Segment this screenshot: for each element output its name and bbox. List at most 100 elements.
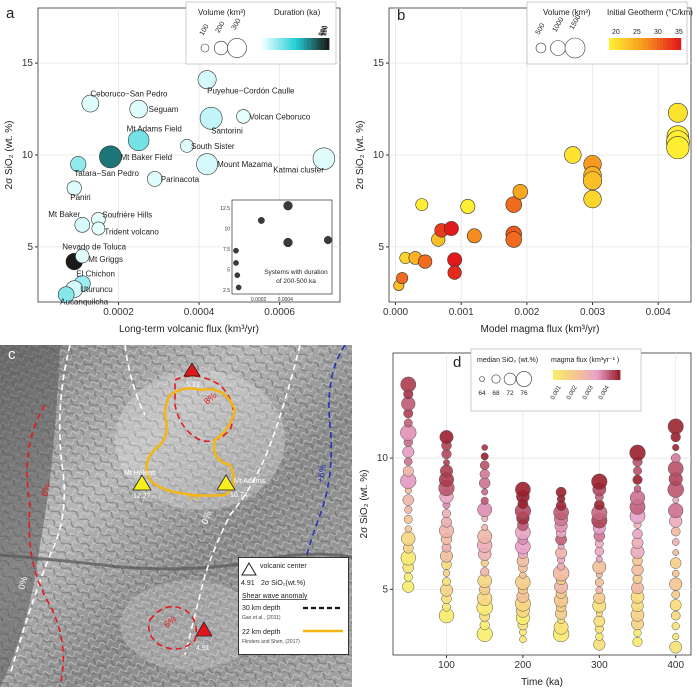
legend-geotherm-swatch	[657, 38, 661, 50]
inset-title-1: Systems with duration	[264, 269, 328, 276]
inset-tick-y: 12.5	[220, 206, 230, 212]
tick-label-y: 15	[22, 58, 34, 69]
panel-letter-b: b	[397, 7, 405, 24]
legend-flux-swatch	[595, 370, 598, 380]
legend-depth22-source: Flinders and Shen, (2017)	[242, 639, 300, 645]
data-point	[595, 632, 604, 641]
data-point	[81, 94, 100, 113]
legend-flux-swatch	[583, 370, 587, 380]
data-point	[481, 444, 488, 451]
data-point	[582, 171, 603, 191]
data-label: Mt Adams Field	[127, 124, 182, 133]
data-point	[672, 569, 680, 578]
legend-duration-swatch	[267, 38, 271, 50]
inset-title-2: of 200-500 ka	[276, 278, 316, 285]
legend-geotherm-swatch	[666, 38, 670, 50]
legend-geotherm-swatch	[630, 38, 634, 50]
x-axis-label: Model magma flux (km³/yr)	[481, 324, 600, 335]
data-point	[479, 620, 490, 631]
y-axis-label: 2σ SiO₂ (wt. %)	[4, 121, 15, 190]
legend-duration-swatch	[262, 38, 265, 50]
y-axis-label: 2σ SiO₂ (wt. %)	[355, 121, 366, 190]
data-point	[632, 636, 643, 647]
legend-flux-swatch	[572, 370, 576, 380]
data-point	[629, 490, 646, 506]
data-point	[505, 231, 522, 248]
data-point	[442, 602, 451, 612]
data-point	[441, 516, 452, 528]
legend-flux-swatch	[581, 370, 584, 380]
data-point	[479, 477, 491, 489]
data-point	[512, 184, 529, 200]
data-label: Uturuncu	[80, 285, 112, 294]
legend-geotherm-swatch	[645, 38, 649, 50]
data-point	[632, 474, 643, 485]
data-point	[57, 286, 75, 303]
data-point	[595, 555, 603, 563]
data-point	[672, 549, 679, 556]
legend-geotherm-swatch	[663, 38, 667, 50]
data-point	[668, 502, 684, 519]
data-label: Santorini	[211, 126, 243, 135]
data-point	[667, 102, 688, 123]
legend-duration-tick: 100	[320, 25, 328, 37]
legend-flux-swatch	[567, 370, 570, 380]
inset-point	[234, 272, 241, 279]
legend-flux-swatch	[558, 370, 562, 380]
data-point	[629, 444, 646, 461]
data-point	[593, 615, 606, 628]
data-point	[670, 610, 681, 621]
legend-volume-circle	[200, 43, 210, 53]
data-point	[595, 586, 604, 594]
legend-geotherm-swatch	[675, 38, 679, 50]
data-point	[403, 418, 413, 428]
data-point	[670, 453, 681, 463]
volcano-hood[interactable]: 4.91	[195, 621, 213, 652]
tick-label-x: 100	[438, 660, 455, 671]
y-axis-label: 2σ SiO₂ (wt. %)	[359, 470, 370, 539]
data-point	[443, 221, 459, 236]
data-point	[404, 525, 412, 533]
legend-duration-tick: 200	[322, 25, 330, 37]
legend-volume-label: 200	[215, 20, 227, 34]
data-point	[557, 562, 566, 571]
legend-geotherm-swatch	[648, 38, 652, 50]
tick-label-x: 0.0004	[184, 307, 215, 318]
data-point	[519, 635, 527, 643]
legend-volume-circle	[213, 40, 229, 56]
inset-tick-y: 2.5	[223, 288, 230, 294]
volcano-st-helens-value: 12.27	[133, 493, 151, 500]
data-point	[312, 147, 336, 170]
volcano-rainier[interactable]: 5.33	[183, 362, 201, 389]
inset-point	[324, 236, 333, 245]
legend-anomaly-title: Shear wave anomaly	[242, 593, 308, 600]
data-point	[447, 252, 463, 268]
tick-label-y: 5	[378, 242, 384, 253]
legend-sio2-label: 68	[492, 390, 500, 397]
legend-sio2-circle	[516, 371, 532, 387]
data-point	[519, 571, 527, 579]
tick-label-x: 0.000	[383, 307, 408, 318]
label-0pct-center: 0%	[199, 510, 213, 526]
data-point	[666, 136, 690, 160]
data-point	[667, 460, 684, 477]
data-point	[632, 528, 643, 539]
panel-letter-d: d	[453, 354, 461, 371]
panel-b: 0.000 0.001 0.002 0.003 0.004 5 10 15 Model magm…	[349, 0, 697, 340]
legend-duration-swatch	[278, 38, 282, 50]
legend-flux-swatch	[600, 370, 604, 380]
legend-sio2-circle	[491, 374, 501, 384]
volcano-adams-name: Mt Adams	[234, 478, 266, 485]
volcano-st-helens[interactable]: Mt Helens 12.27	[124, 470, 156, 500]
legend-geotherm-swatch	[621, 38, 625, 50]
data-label: Nevado de Toluca	[62, 243, 126, 252]
data-point	[594, 578, 604, 587]
legend-box-a	[185, 1, 337, 65]
legend-sio2-label: 72	[506, 390, 514, 397]
volcano-adams[interactable]: Mt Adams 10.74	[216, 474, 266, 499]
legend-duration-swatch	[318, 38, 321, 50]
data-point	[672, 633, 680, 641]
data-label: Soufrière Hills	[102, 210, 152, 219]
data-label: Mt Griggs	[88, 255, 123, 264]
data-point	[402, 445, 415, 458]
